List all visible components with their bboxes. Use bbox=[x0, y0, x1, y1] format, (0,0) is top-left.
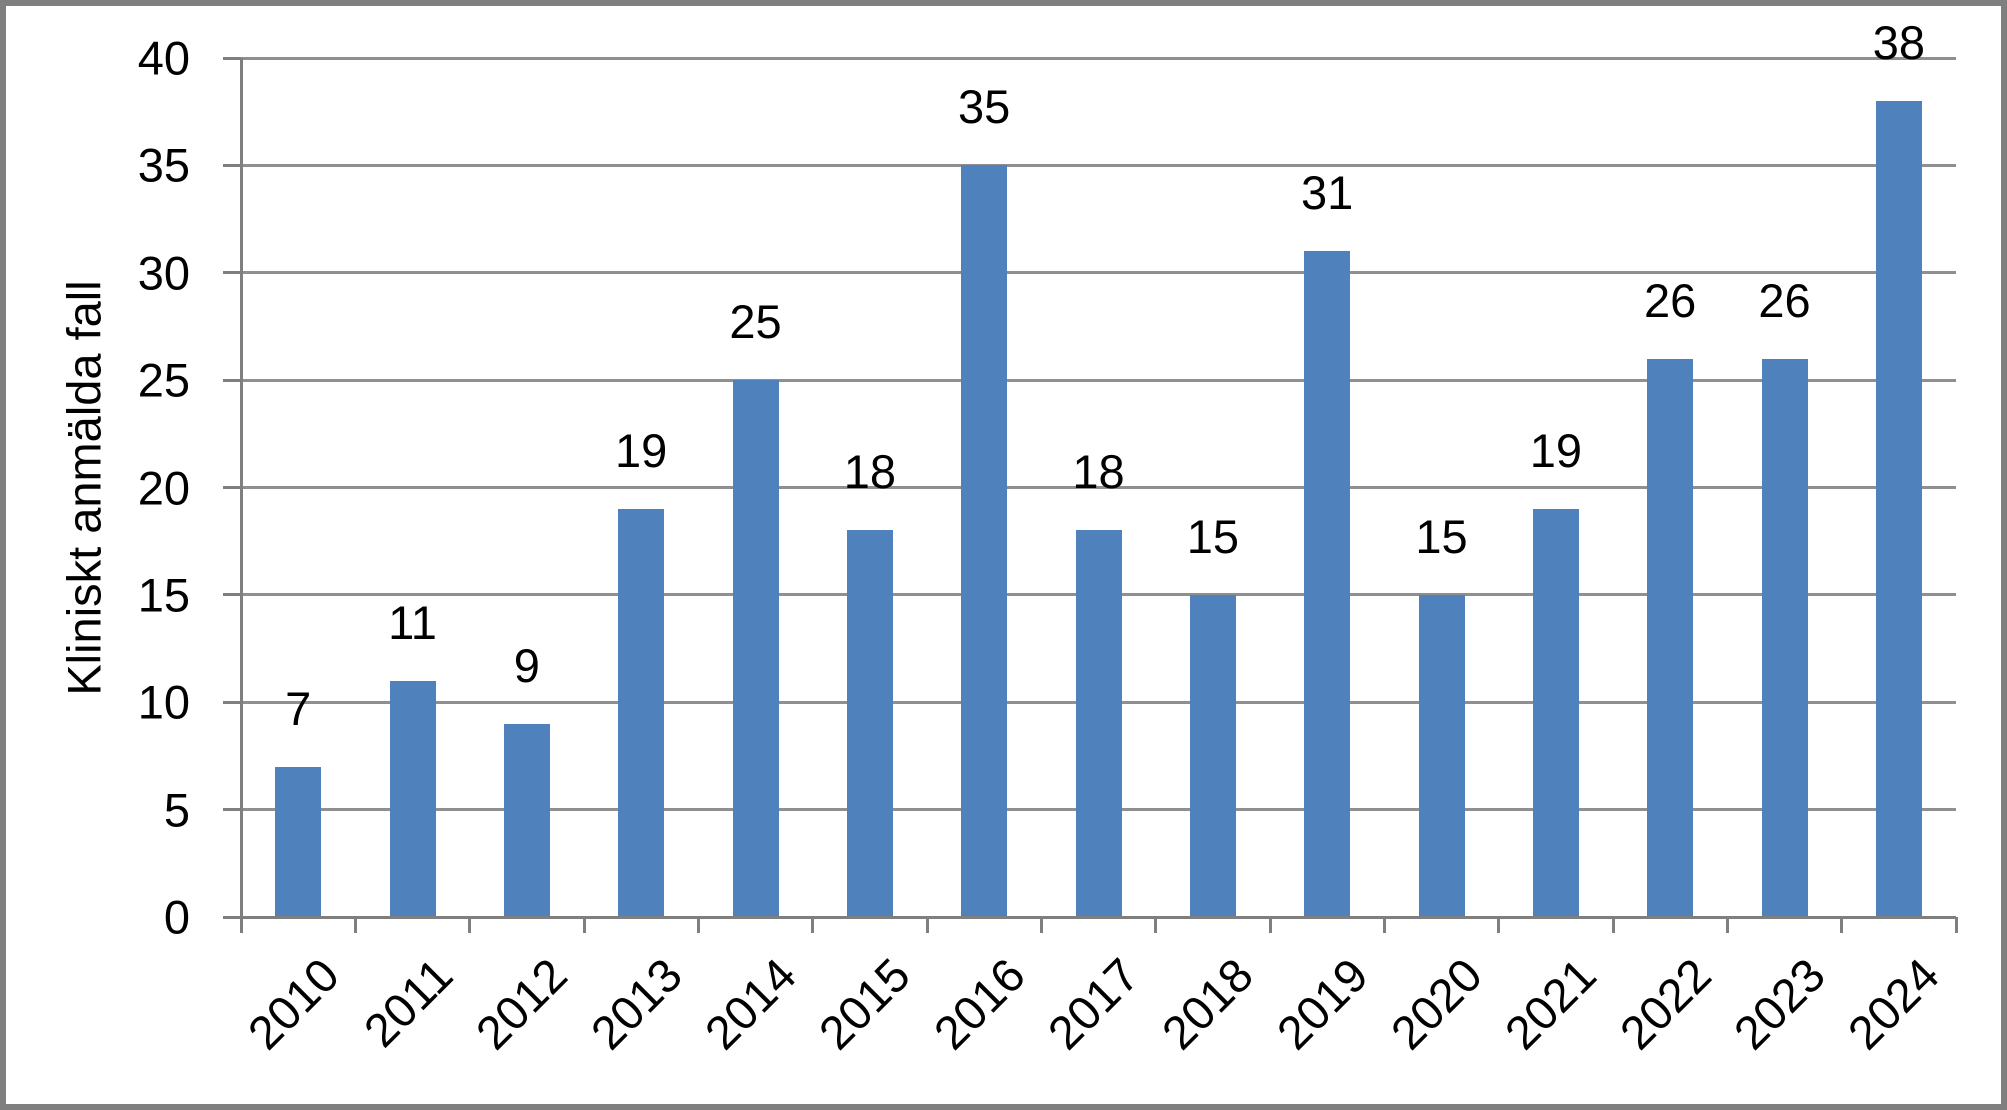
bar-2014 bbox=[732, 380, 779, 917]
data-label-2010: 7 bbox=[285, 681, 312, 735]
data-label-2014: 25 bbox=[729, 295, 782, 349]
data-label-2020: 15 bbox=[1415, 509, 1468, 563]
x-axis-label-2013: 2013 bbox=[580, 947, 692, 1060]
bar-2013 bbox=[618, 508, 665, 917]
data-label-2017: 18 bbox=[1072, 445, 1125, 499]
gridline-y-20 bbox=[241, 486, 1956, 489]
bar-2022 bbox=[1647, 358, 1694, 917]
data-label-2024: 38 bbox=[1872, 15, 1925, 69]
x-axis-label-2023: 2023 bbox=[1723, 947, 1835, 1060]
y-axis-tick-label: 5 bbox=[163, 783, 190, 837]
x-axis-tick bbox=[1154, 917, 1158, 933]
x-axis-label-2018: 2018 bbox=[1151, 947, 1264, 1060]
bar-2016 bbox=[961, 165, 1008, 917]
y-axis-tick-5 bbox=[223, 808, 241, 812]
gridline-y-25 bbox=[241, 378, 1956, 382]
x-axis-label-2014: 2014 bbox=[694, 947, 806, 1060]
gridline-y-40 bbox=[241, 56, 1956, 60]
y-axis-tick-label: 10 bbox=[137, 675, 190, 729]
bar-2015 bbox=[846, 530, 893, 917]
data-label-2023: 26 bbox=[1758, 273, 1811, 327]
x-axis-tick bbox=[468, 917, 472, 933]
x-axis-tick bbox=[1268, 917, 1272, 933]
y-axis-tick-label: 35 bbox=[137, 138, 190, 192]
gridline-y-30 bbox=[241, 271, 1956, 275]
bar-2021 bbox=[1532, 508, 1579, 917]
x-axis-tick bbox=[811, 917, 815, 933]
x-axis-label-2019: 2019 bbox=[1266, 947, 1378, 1060]
bar-2023 bbox=[1761, 358, 1808, 917]
bar-2011 bbox=[389, 680, 436, 917]
x-axis-label-2010: 2010 bbox=[237, 947, 349, 1060]
data-label-2012: 9 bbox=[513, 638, 540, 692]
x-axis-label-2024: 2024 bbox=[1837, 947, 1950, 1060]
y-axis-tick-30 bbox=[223, 271, 241, 275]
bar-2018 bbox=[1189, 594, 1236, 917]
data-label-2011: 11 bbox=[388, 595, 437, 649]
y-axis-line bbox=[239, 58, 243, 933]
x-axis-line bbox=[223, 915, 1956, 919]
x-axis-label-2011: 2011 bbox=[353, 947, 463, 1057]
data-label-2019: 31 bbox=[1301, 166, 1354, 220]
x-axis-tick bbox=[1039, 917, 1043, 933]
data-label-2013: 19 bbox=[615, 423, 668, 477]
y-axis-tick-20 bbox=[223, 486, 241, 489]
x-axis-tick bbox=[1382, 917, 1386, 933]
x-axis-tick bbox=[1725, 917, 1729, 933]
x-axis-tick bbox=[1840, 917, 1844, 933]
x-axis-label-2021: 2021 bbox=[1494, 947, 1607, 1060]
x-axis-label-2012: 2012 bbox=[465, 947, 578, 1060]
bar-2024 bbox=[1875, 100, 1922, 917]
y-axis-tick-25 bbox=[223, 378, 241, 382]
x-axis-tick bbox=[1497, 917, 1501, 933]
y-axis-tick-label: 20 bbox=[137, 461, 190, 514]
x-axis-label-2016: 2016 bbox=[923, 947, 1035, 1060]
x-axis-tick bbox=[1611, 917, 1615, 933]
y-axis-tick-label: 15 bbox=[137, 568, 190, 622]
data-label-2022: 26 bbox=[1644, 273, 1697, 327]
bar-2020 bbox=[1418, 594, 1465, 917]
x-axis-label-2015: 2015 bbox=[808, 947, 921, 1060]
x-axis-label-2020: 2020 bbox=[1380, 947, 1492, 1060]
y-axis-tick-40 bbox=[223, 56, 241, 60]
data-label-2015: 18 bbox=[843, 445, 896, 499]
y-axis-tick-10 bbox=[223, 700, 241, 704]
bar-2019 bbox=[1304, 251, 1351, 917]
bar-2017 bbox=[1075, 530, 1122, 917]
y-axis-tick-15 bbox=[223, 593, 241, 597]
y-axis-tick-35 bbox=[223, 163, 241, 167]
x-axis-tick bbox=[353, 917, 357, 933]
data-label-2016: 35 bbox=[958, 80, 1011, 134]
y-axis-tick-label: 25 bbox=[137, 353, 190, 407]
y-axis-tick-label: 30 bbox=[137, 246, 190, 300]
y-axis-tick-label: 0 bbox=[163, 890, 190, 944]
x-axis-label-2022: 2022 bbox=[1609, 947, 1721, 1060]
x-axis-tick bbox=[582, 917, 586, 933]
x-axis-tick bbox=[696, 917, 700, 933]
data-label-2018: 15 bbox=[1186, 509, 1239, 563]
x-axis-tick bbox=[1954, 917, 1958, 933]
x-axis-label-2017: 2017 bbox=[1037, 947, 1149, 1060]
y-axis-tick-label: 40 bbox=[137, 31, 190, 85]
gridline-y-35 bbox=[241, 163, 1956, 167]
bar-2010 bbox=[275, 766, 322, 917]
x-axis-tick bbox=[925, 917, 929, 933]
bar-2012 bbox=[503, 723, 550, 917]
data-label-2021: 19 bbox=[1529, 423, 1582, 477]
